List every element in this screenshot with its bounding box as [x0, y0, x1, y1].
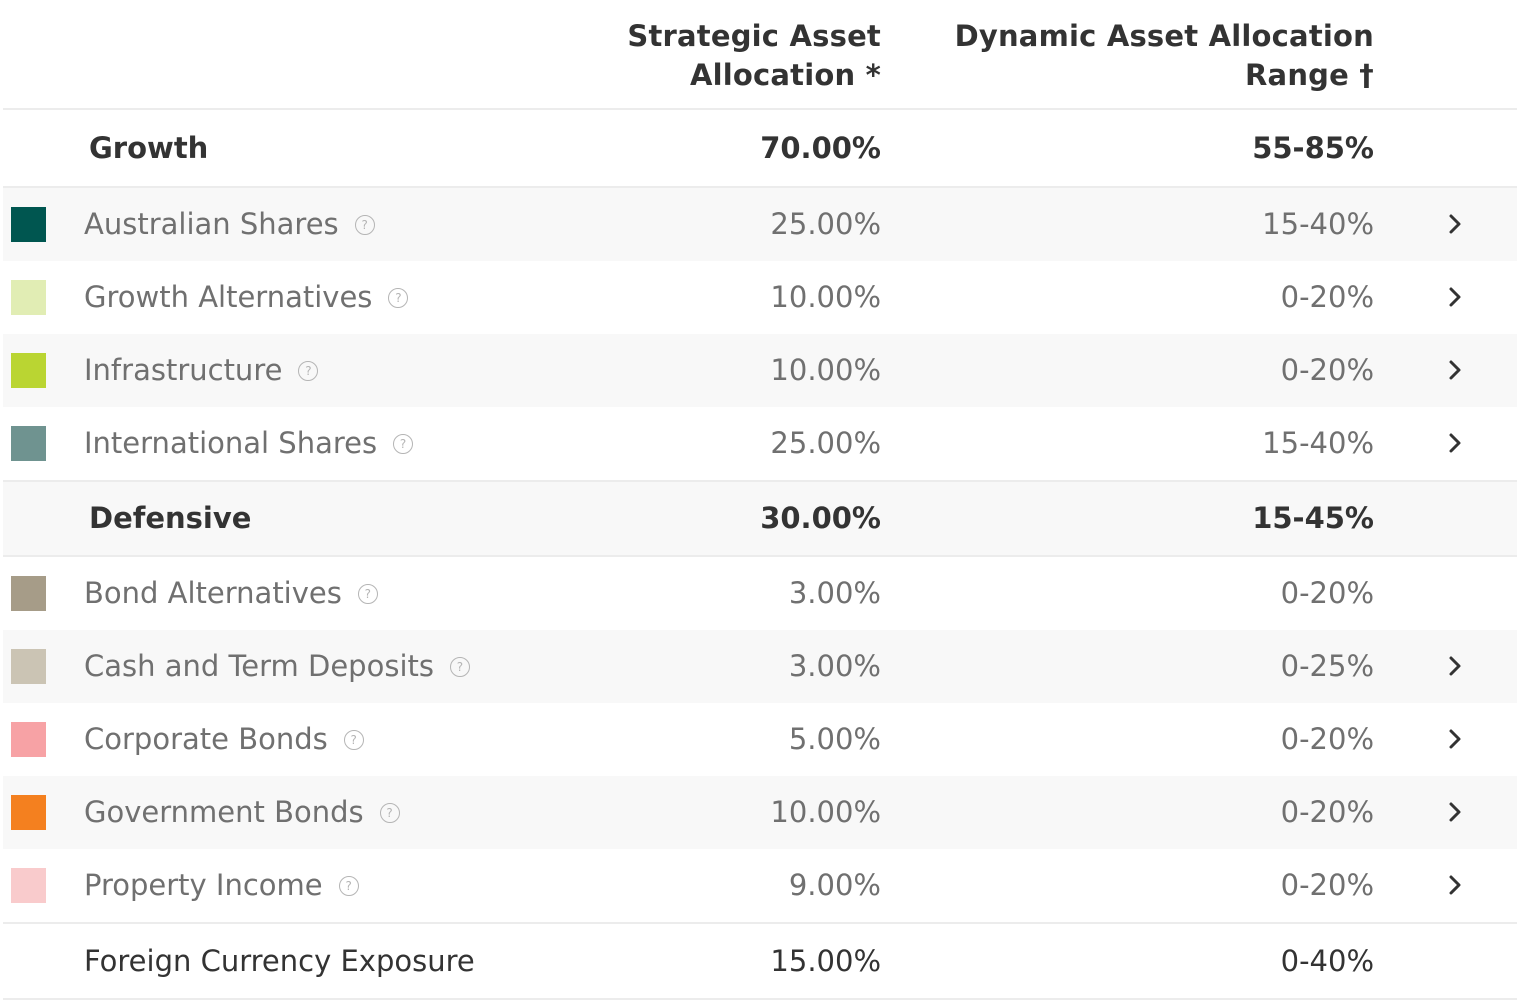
daa-value: 0-20% [1280, 868, 1374, 902]
asset-name: Property Income [84, 868, 323, 902]
table-row[interactable]: Government Bonds? 10.00% 0-20% [3, 776, 1517, 849]
help-icon[interactable]: ? [338, 875, 359, 896]
table-row[interactable]: Bond Alternatives? 3.00% 0-20% [3, 557, 1517, 630]
help-icon[interactable]: ? [379, 802, 400, 823]
header-daa-line2: Range † [1245, 58, 1374, 92]
asset-name: International Shares [84, 426, 378, 460]
daa-value: 0-25% [1280, 649, 1374, 683]
saa-value: 3.00% [788, 649, 881, 683]
group-daa-value: 55-85% [1252, 131, 1374, 165]
chevron-right-icon[interactable] [1443, 212, 1467, 236]
saa-value: 10.00% [770, 280, 881, 314]
asset-label: Growth Alternatives? [84, 261, 409, 334]
group-label: Defensive [89, 501, 252, 535]
color-swatch [11, 280, 46, 315]
saa-value: 25.00% [770, 207, 881, 241]
table-row[interactable]: Corporate Bonds? 5.00% 0-20% [3, 703, 1517, 776]
asset-label: International Shares? [84, 407, 414, 480]
chevron-right-icon[interactable] [1443, 358, 1467, 382]
color-swatch [11, 207, 46, 242]
currency-label: Foreign Currency Exposure [84, 944, 475, 978]
currency-exposure-row: Foreign Currency Exposure 15.00% 0-40% [3, 922, 1517, 1000]
table-row[interactable]: Infrastructure? 10.00% 0-20% [3, 334, 1517, 407]
group-label: Growth [89, 131, 209, 165]
header-saa-line1: Strategic Asset [627, 19, 881, 53]
asset-label: Cash and Term Deposits? [84, 630, 470, 703]
group-saa-value: 70.00% [760, 131, 881, 165]
daa-value: 0-20% [1280, 353, 1374, 387]
table-row[interactable]: Cash and Term Deposits? 3.00% 0-25% [3, 630, 1517, 703]
daa-value: 0-20% [1280, 576, 1374, 610]
color-swatch [11, 795, 46, 830]
daa-value: 0-20% [1280, 795, 1374, 829]
asset-label: Infrastructure? [84, 334, 319, 407]
table-row[interactable]: Australian Shares? 25.00% 15-40% [3, 188, 1517, 261]
group-saa-value: 30.00% [760, 501, 881, 535]
daa-value: 15-40% [1262, 426, 1374, 460]
asset-name: Growth Alternatives [84, 280, 373, 314]
chevron-right-icon[interactable] [1443, 654, 1467, 678]
group-row-growth: Growth 70.00% 55-85% [3, 110, 1517, 188]
asset-label: Corporate Bonds? [84, 703, 364, 776]
color-swatch [11, 722, 46, 757]
asset-name: Cash and Term Deposits [84, 649, 434, 683]
daa-value: 0-20% [1280, 722, 1374, 756]
daa-value: 15-40% [1262, 207, 1374, 241]
table-row[interactable]: International Shares? 25.00% 15-40% [3, 407, 1517, 480]
color-swatch [11, 576, 46, 611]
chevron-right-icon[interactable] [1443, 800, 1467, 824]
help-icon[interactable]: ? [393, 433, 414, 454]
chevron-right-icon[interactable] [1443, 431, 1467, 455]
table-header: Strategic Asset Allocation * Dynamic Ass… [3, 0, 1517, 110]
chevron-right-icon[interactable] [1443, 873, 1467, 897]
help-icon[interactable]: ? [298, 360, 319, 381]
header-daa-line1: Dynamic Asset Allocation [954, 19, 1374, 53]
chevron-right-icon[interactable] [1443, 727, 1467, 751]
asset-name: Infrastructure [84, 353, 283, 387]
chevron-right-icon[interactable] [1443, 285, 1467, 309]
asset-name: Corporate Bonds [84, 722, 328, 756]
currency-daa-value: 0-40% [1280, 944, 1374, 978]
saa-value: 10.00% [770, 353, 881, 387]
currency-saa-value: 15.00% [770, 944, 881, 978]
asset-label: Property Income? [84, 849, 359, 922]
asset-label: Government Bonds? [84, 776, 400, 849]
daa-value: 0-20% [1280, 280, 1374, 314]
asset-name: Government Bonds [84, 795, 364, 829]
help-icon[interactable]: ? [357, 583, 378, 604]
table-row[interactable]: Property Income? 9.00% 0-20% [3, 849, 1517, 922]
color-swatch [11, 868, 46, 903]
color-swatch [11, 426, 46, 461]
asset-allocation-table: Strategic Asset Allocation * Dynamic Ass… [3, 0, 1517, 1000]
group-row-defensive: Defensive 30.00% 15-45% [3, 480, 1517, 557]
saa-value: 5.00% [788, 722, 881, 756]
asset-label: Australian Shares? [84, 188, 375, 261]
saa-value: 10.00% [770, 795, 881, 829]
group-daa-value: 15-45% [1252, 501, 1374, 535]
asset-name: Bond Alternatives [84, 576, 342, 610]
header-saa-line2: Allocation * [689, 58, 881, 92]
asset-name: Australian Shares [84, 207, 339, 241]
color-swatch [11, 353, 46, 388]
saa-value: 3.00% [788, 576, 881, 610]
help-icon[interactable]: ? [449, 656, 470, 677]
dynamic-asset-allocation-header: Dynamic Asset Allocation Range † [954, 17, 1374, 95]
saa-value: 25.00% [770, 426, 881, 460]
color-swatch [11, 649, 46, 684]
help-icon[interactable]: ? [388, 287, 409, 308]
help-icon[interactable]: ? [343, 729, 364, 750]
asset-label: Bond Alternatives? [84, 557, 378, 630]
help-icon[interactable]: ? [354, 214, 375, 235]
table-row[interactable]: Growth Alternatives? 10.00% 0-20% [3, 261, 1517, 334]
strategic-asset-allocation-header: Strategic Asset Allocation * [581, 17, 881, 95]
saa-value: 9.00% [788, 868, 881, 902]
